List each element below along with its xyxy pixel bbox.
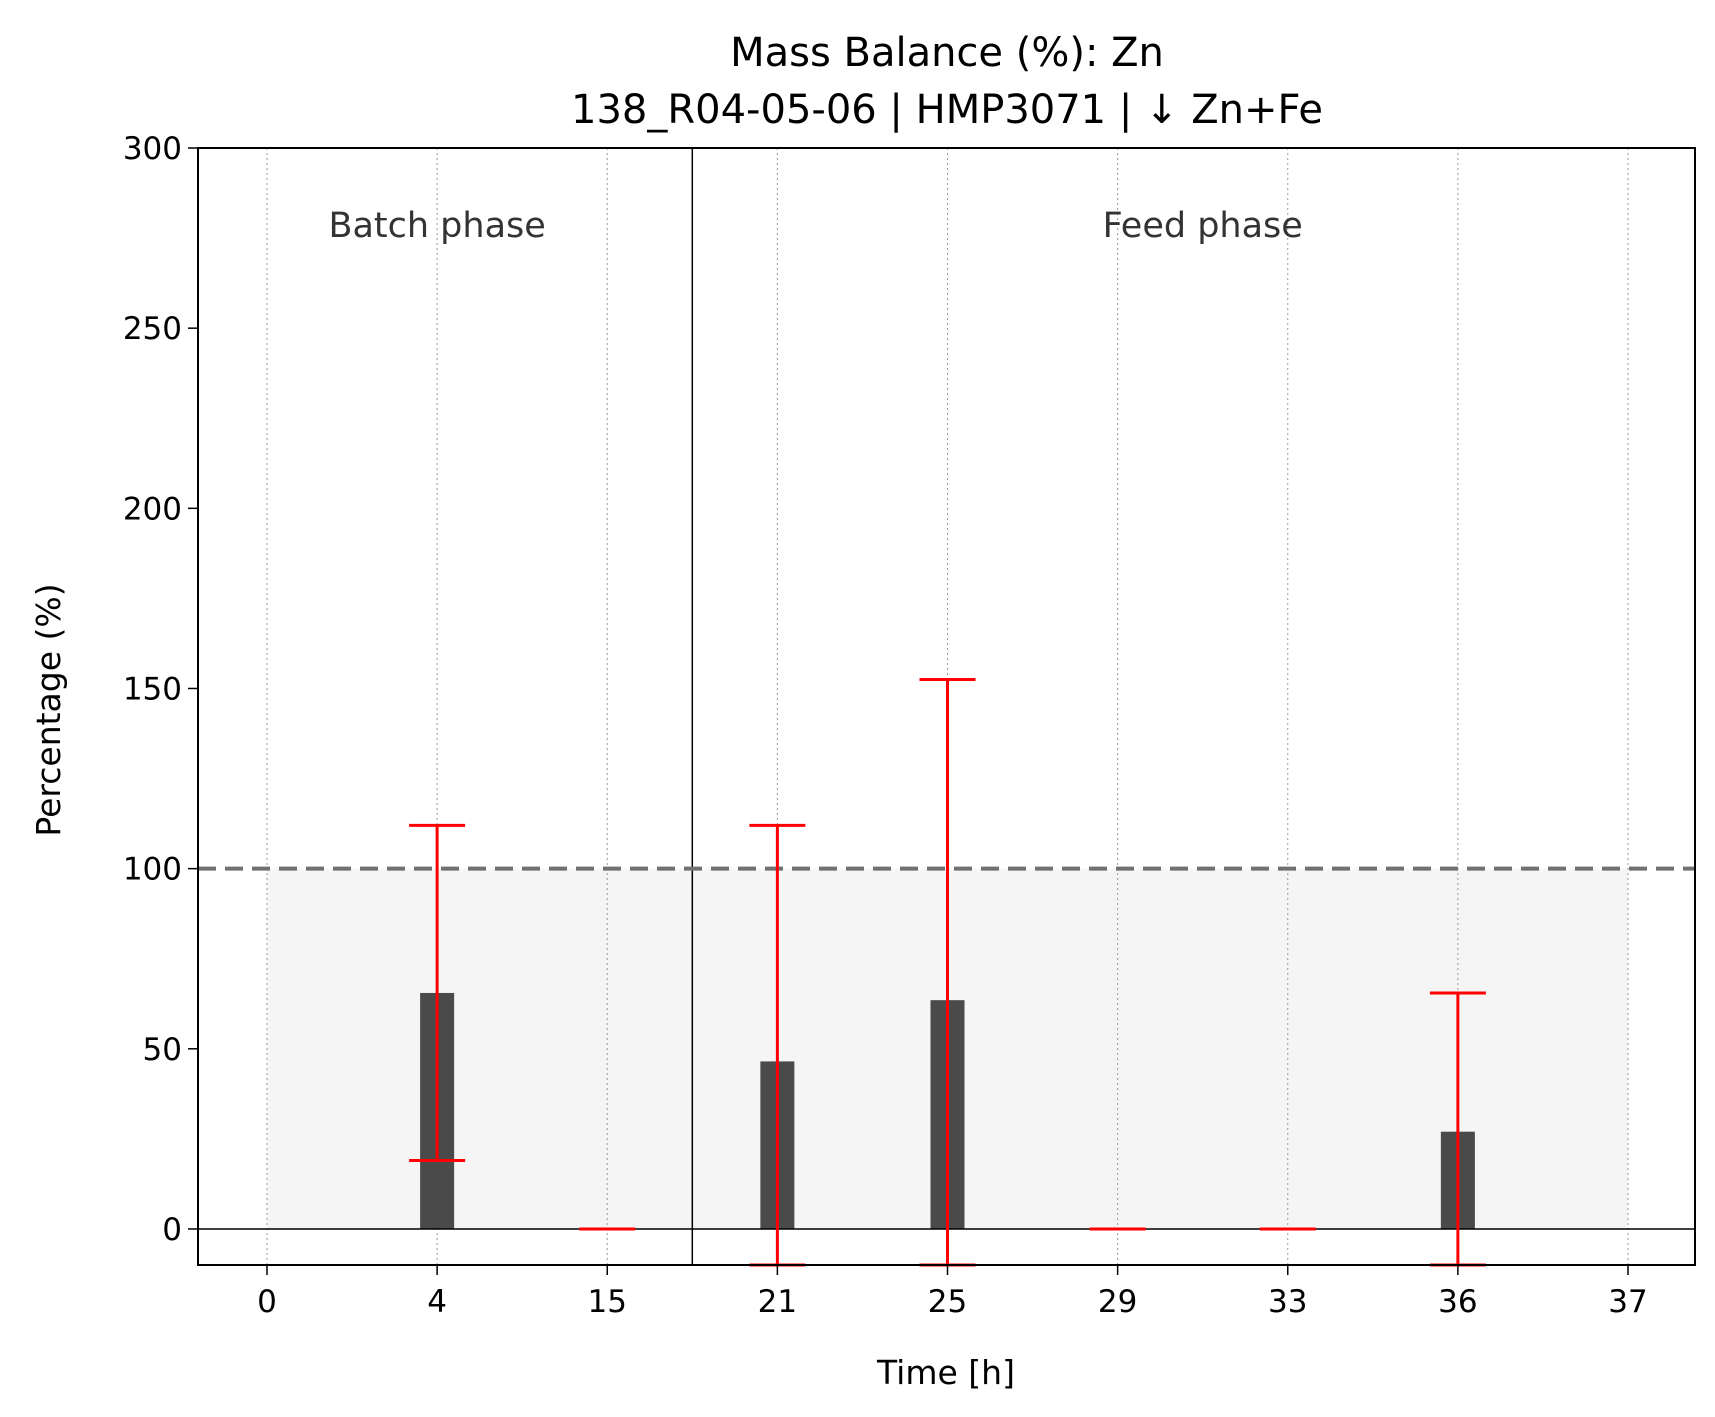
- x-tick-label: 36: [1438, 1284, 1477, 1320]
- y-tick-label: 300: [123, 131, 182, 167]
- chart-subtitle: 138_R04-05-06 | HMP3071 | ↓ Zn+Fe: [571, 87, 1323, 133]
- x-tick-label: 4: [427, 1284, 447, 1320]
- x-tick-label: 25: [928, 1284, 967, 1320]
- y-axis-label: Percentage (%): [29, 583, 68, 836]
- y-tick-label: 150: [123, 671, 182, 707]
- x-tick-label: 37: [1608, 1284, 1647, 1320]
- y-tick-label: 200: [123, 491, 182, 527]
- y-tick-label: 0: [162, 1212, 182, 1248]
- y-tick-label: 250: [123, 311, 182, 347]
- plot-frame: [197, 147, 1696, 1266]
- phase-label: Batch phase: [328, 206, 545, 246]
- y-tick-label: 100: [123, 852, 182, 888]
- x-tick-label: 15: [588, 1284, 627, 1320]
- chart-title: Mass Balance (%): Zn: [730, 30, 1164, 76]
- x-tick-label: 33: [1268, 1284, 1307, 1320]
- x-tick-label: 0: [257, 1284, 277, 1320]
- x-axis-label: Time [h]: [876, 1353, 1015, 1392]
- x-tick-label: 21: [758, 1284, 797, 1320]
- x-tick-label: 29: [1098, 1284, 1137, 1320]
- phase-label: Feed phase: [1103, 206, 1303, 246]
- y-tick-label: 50: [143, 1032, 182, 1068]
